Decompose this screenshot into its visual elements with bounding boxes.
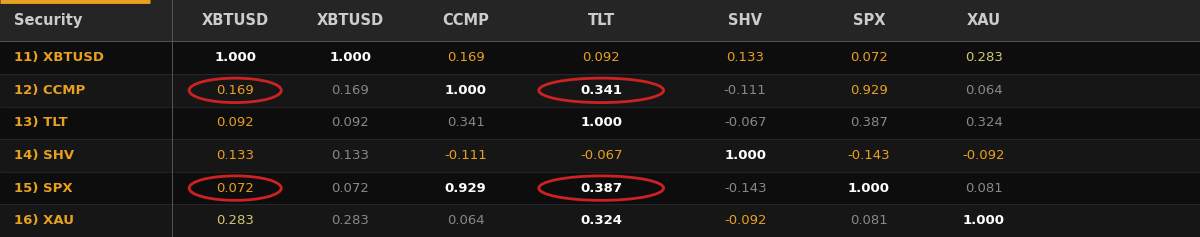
Text: 16) XAU: 16) XAU: [14, 214, 74, 227]
FancyBboxPatch shape: [0, 41, 1200, 74]
Text: Security: Security: [14, 13, 83, 28]
Text: 1.000: 1.000: [444, 84, 487, 97]
Text: 0.283: 0.283: [331, 214, 370, 227]
Text: -0.111: -0.111: [724, 84, 767, 97]
Text: 1.000: 1.000: [580, 116, 622, 129]
FancyBboxPatch shape: [0, 204, 1200, 237]
Text: 0.133: 0.133: [331, 149, 370, 162]
Text: -0.143: -0.143: [847, 149, 890, 162]
Text: 0.133: 0.133: [726, 51, 764, 64]
Text: -0.111: -0.111: [444, 149, 487, 162]
Text: -0.067: -0.067: [724, 116, 767, 129]
Text: 0.341: 0.341: [580, 84, 622, 97]
Text: XBTUSD: XBTUSD: [202, 13, 269, 28]
Text: 0.072: 0.072: [331, 182, 370, 195]
Text: TLT: TLT: [588, 13, 614, 28]
Text: 0.133: 0.133: [216, 149, 254, 162]
Text: 0.092: 0.092: [331, 116, 370, 129]
FancyBboxPatch shape: [0, 74, 1200, 107]
Text: 0.929: 0.929: [850, 84, 888, 97]
FancyBboxPatch shape: [0, 172, 1200, 204]
Text: CCMP: CCMP: [442, 13, 490, 28]
Text: -0.092: -0.092: [724, 214, 767, 227]
Text: 0.169: 0.169: [216, 84, 254, 97]
Text: 0.092: 0.092: [582, 51, 620, 64]
Text: 14) SHV: 14) SHV: [14, 149, 74, 162]
Text: 1.000: 1.000: [215, 51, 257, 64]
Text: 0.064: 0.064: [446, 214, 485, 227]
FancyBboxPatch shape: [0, 139, 1200, 172]
Text: 1.000: 1.000: [962, 214, 1004, 227]
FancyBboxPatch shape: [0, 0, 1200, 41]
FancyBboxPatch shape: [0, 107, 1200, 139]
Text: 0.072: 0.072: [216, 182, 254, 195]
Text: 0.169: 0.169: [331, 84, 370, 97]
Text: SPX: SPX: [852, 13, 886, 28]
Text: -0.092: -0.092: [962, 149, 1006, 162]
Text: 0.081: 0.081: [965, 182, 1003, 195]
Text: 0.283: 0.283: [216, 214, 254, 227]
Text: 0.929: 0.929: [445, 182, 486, 195]
Text: 1.000: 1.000: [847, 182, 890, 195]
Text: 13) TLT: 13) TLT: [14, 116, 68, 129]
Text: SHV: SHV: [728, 13, 762, 28]
Text: XBTUSD: XBTUSD: [317, 13, 384, 28]
Text: 1.000: 1.000: [725, 149, 767, 162]
Text: 0.283: 0.283: [965, 51, 1003, 64]
Text: 15) SPX: 15) SPX: [14, 182, 73, 195]
Text: XAU: XAU: [967, 13, 1001, 28]
Text: 0.092: 0.092: [216, 116, 254, 129]
Text: 0.341: 0.341: [446, 116, 485, 129]
Text: 0.064: 0.064: [965, 84, 1003, 97]
Text: 12) CCMP: 12) CCMP: [14, 84, 85, 97]
Text: 0.072: 0.072: [850, 51, 888, 64]
Text: 0.324: 0.324: [965, 116, 1003, 129]
Text: 0.387: 0.387: [580, 182, 622, 195]
Text: 0.324: 0.324: [580, 214, 622, 227]
Text: 1.000: 1.000: [329, 51, 372, 64]
Text: -0.067: -0.067: [580, 149, 623, 162]
Text: 0.387: 0.387: [850, 116, 888, 129]
Text: 11) XBTUSD: 11) XBTUSD: [14, 51, 104, 64]
Text: 0.169: 0.169: [446, 51, 485, 64]
Text: 0.081: 0.081: [850, 214, 888, 227]
Text: -0.143: -0.143: [724, 182, 767, 195]
